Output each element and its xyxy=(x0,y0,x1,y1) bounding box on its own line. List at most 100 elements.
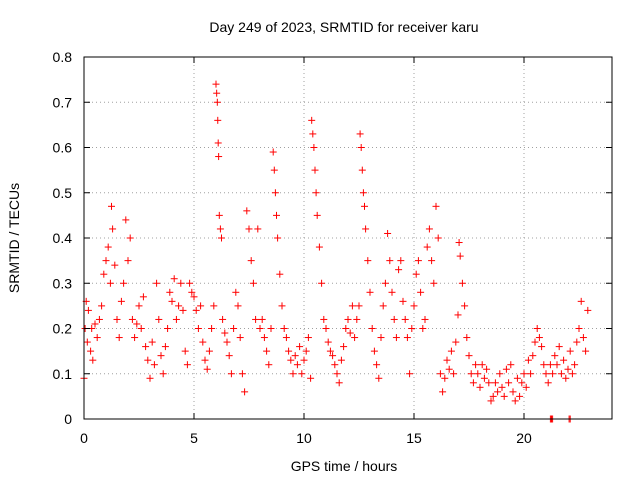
data-point xyxy=(478,361,486,369)
data-point xyxy=(428,257,436,265)
data-point xyxy=(406,370,414,378)
data-point xyxy=(270,166,278,174)
y-tick-label: 0.2 xyxy=(53,321,73,337)
data-point xyxy=(439,388,447,396)
data-point xyxy=(263,347,271,355)
data-point xyxy=(455,239,463,247)
data-point xyxy=(577,297,585,305)
data-point xyxy=(188,288,196,296)
data-point xyxy=(102,257,110,265)
data-point xyxy=(153,279,161,287)
data-point xyxy=(245,225,253,233)
data-point xyxy=(456,252,464,260)
data-point xyxy=(447,347,455,355)
data-point xyxy=(500,392,508,400)
data-point xyxy=(370,347,378,355)
data-point xyxy=(568,370,576,378)
data-point xyxy=(538,343,546,351)
data-point xyxy=(362,225,370,233)
data-point xyxy=(467,370,475,378)
data-point xyxy=(223,338,231,346)
data-point xyxy=(377,334,385,342)
data-point xyxy=(126,234,134,242)
data-point xyxy=(516,392,524,400)
data-point xyxy=(172,315,180,323)
data-point xyxy=(310,144,318,151)
data-point xyxy=(148,338,156,346)
x-axis-label: GPS time / hours xyxy=(291,458,398,474)
data-point xyxy=(469,379,477,387)
data-point xyxy=(282,334,290,342)
data-point xyxy=(210,302,218,310)
data-point xyxy=(414,257,422,265)
data-point xyxy=(333,370,341,378)
data-point xyxy=(463,334,471,342)
data-point xyxy=(177,279,185,287)
data-point xyxy=(254,225,262,233)
data-point xyxy=(274,234,282,242)
data-point xyxy=(197,302,205,310)
data-point xyxy=(117,297,125,305)
data-point xyxy=(269,148,277,156)
data-point xyxy=(434,234,442,242)
data-point xyxy=(531,338,539,346)
data-point xyxy=(192,306,200,314)
x-tick-label: 10 xyxy=(296,430,312,446)
data-point xyxy=(395,266,403,274)
data-point xyxy=(164,325,172,332)
data-point xyxy=(527,370,535,378)
data-point xyxy=(375,374,383,382)
data-point xyxy=(108,202,115,210)
y-axis-label: SRMTID / TECUs xyxy=(6,183,22,293)
data-point xyxy=(381,279,389,287)
data-point xyxy=(571,361,579,369)
data-point xyxy=(289,370,297,378)
data-point xyxy=(100,270,108,278)
axis-ticks: 0 0.1 0.2 0.3 0.4 0.5 0.6 0.7 0.8 0 5 10 15 20 xyxy=(53,49,612,446)
x-tick-label: 20 xyxy=(516,430,532,446)
data-point xyxy=(533,325,541,332)
data-point xyxy=(91,320,99,328)
data-point xyxy=(312,189,320,197)
data-point xyxy=(227,370,235,378)
data-points xyxy=(80,80,592,423)
data-point xyxy=(122,216,130,224)
data-point xyxy=(304,334,312,342)
data-point xyxy=(529,352,537,360)
data-point xyxy=(573,338,581,346)
data-point xyxy=(544,379,552,387)
data-point xyxy=(452,338,460,346)
data-point xyxy=(562,374,570,382)
data-point xyxy=(487,397,495,405)
data-point xyxy=(326,347,334,355)
data-point xyxy=(494,388,502,396)
data-point xyxy=(582,347,590,355)
data-point xyxy=(260,334,268,342)
data-point xyxy=(287,356,295,364)
data-point xyxy=(557,370,565,378)
data-point xyxy=(546,361,554,369)
data-point xyxy=(513,374,521,382)
data-point xyxy=(425,225,433,233)
data-point xyxy=(104,243,112,251)
data-point xyxy=(337,356,345,364)
data-point xyxy=(340,343,348,351)
data-point xyxy=(401,315,409,323)
data-point xyxy=(308,116,316,124)
data-point xyxy=(215,211,223,219)
data-point xyxy=(454,311,462,319)
y-tick-label: 0.1 xyxy=(53,366,73,382)
data-point xyxy=(476,383,484,391)
data-point xyxy=(157,352,165,360)
x-tick-label: 0 xyxy=(80,430,88,446)
data-point xyxy=(566,347,574,355)
data-point xyxy=(417,288,425,296)
data-point xyxy=(285,347,293,355)
data-point xyxy=(465,352,473,360)
data-point xyxy=(106,279,114,287)
data-point xyxy=(502,365,510,373)
data-point xyxy=(256,325,264,332)
data-point xyxy=(203,365,211,373)
data-point xyxy=(120,279,128,287)
